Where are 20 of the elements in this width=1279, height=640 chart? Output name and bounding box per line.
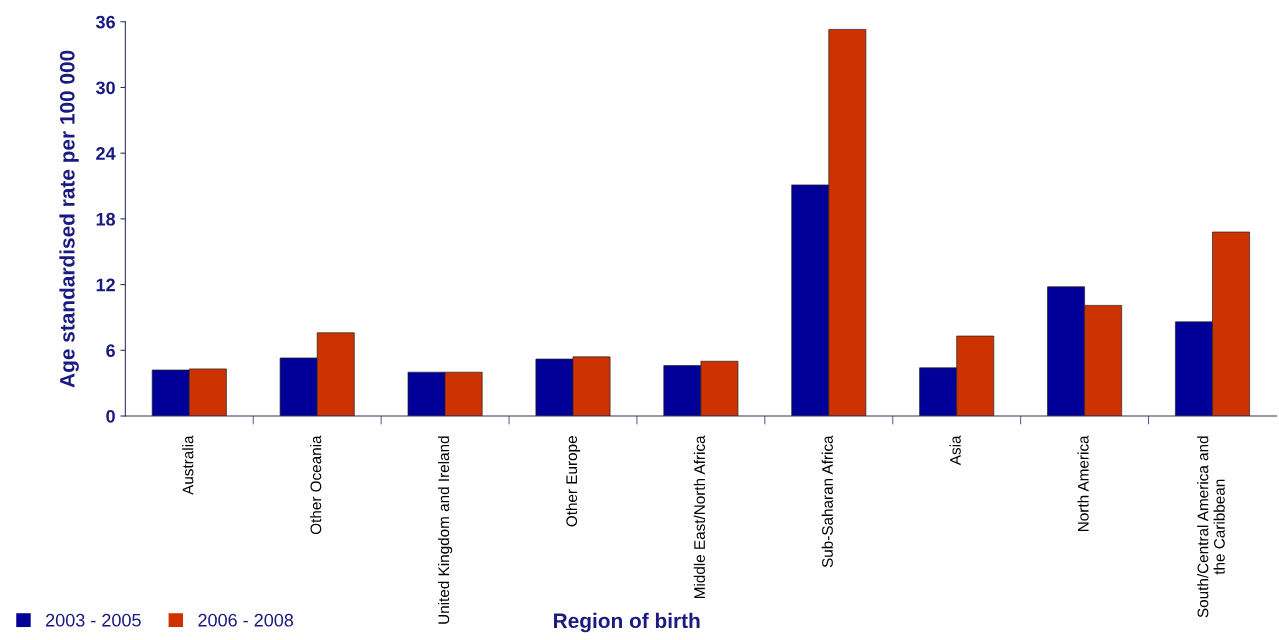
x-tick-label: South/Central America and the Caribbean bbox=[1197, 436, 1225, 618]
x-tick-label: Other Oceania bbox=[310, 435, 322, 535]
x-tick-label: Middle East/North Africa bbox=[693, 435, 705, 599]
legend-label: 2006 - 2008 bbox=[198, 613, 294, 627]
legend-label: 2003 - 2005 bbox=[46, 613, 141, 627]
x-tick-label: United Kingdom and Ireland bbox=[437, 436, 453, 624]
y-tick-label: 30 bbox=[95, 81, 115, 95]
y-tick-label: 0 bbox=[106, 409, 115, 423]
x-tick-label: Asia bbox=[949, 435, 961, 466]
x-tick-label: Other Europe bbox=[565, 436, 581, 527]
y-tick-label: 36 bbox=[95, 15, 115, 29]
y-axis-title: Age standardised rate per 100 000 bbox=[59, 50, 79, 388]
y-tick-label: 6 bbox=[106, 344, 115, 358]
x-tick-label: Australia bbox=[182, 435, 194, 495]
x-tick-label: North America bbox=[1077, 435, 1089, 531]
x-axis-title: Region of birth bbox=[554, 612, 700, 633]
y-tick-label: 12 bbox=[96, 278, 115, 292]
y-tick-label: 24 bbox=[96, 147, 116, 160]
y-tick-label: 18 bbox=[96, 212, 116, 226]
x-tick-label: Sub-Saharan Africa bbox=[821, 435, 833, 568]
